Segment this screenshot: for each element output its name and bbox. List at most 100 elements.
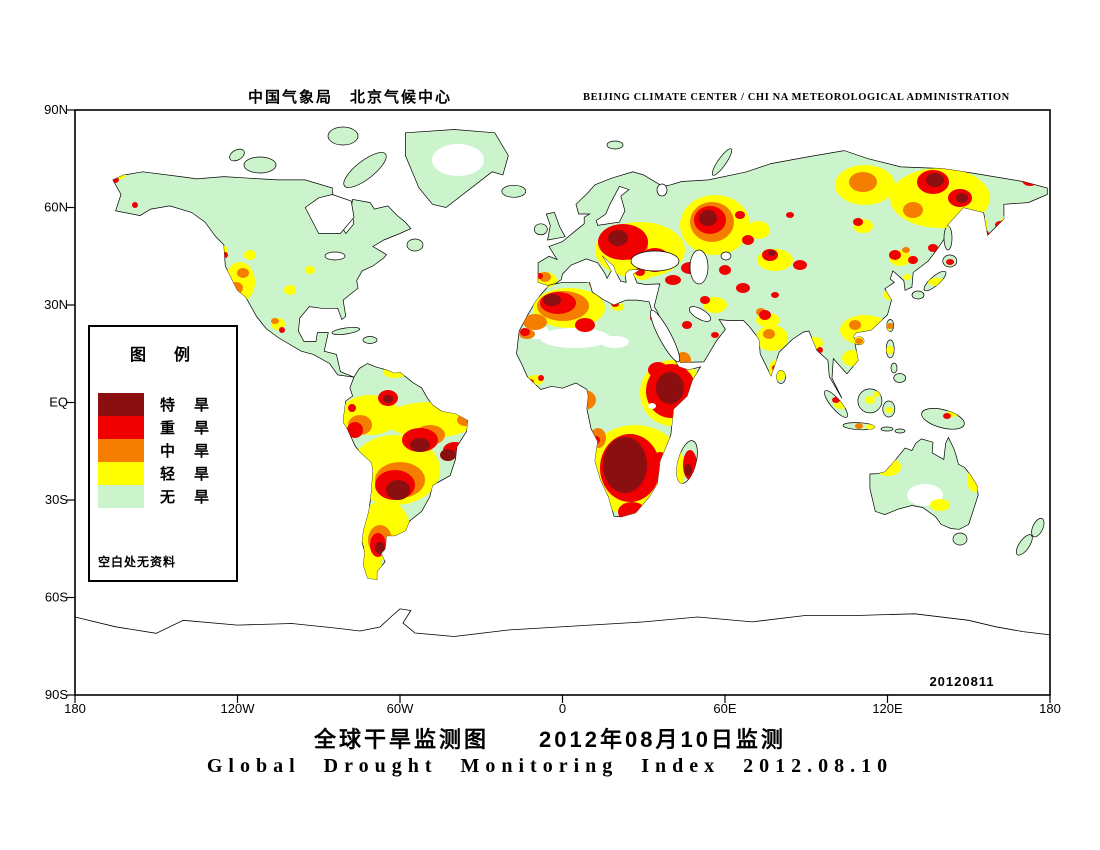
map-title-english: Global Drought Monitoring Index 2012.08.… <box>206 755 894 777</box>
drought-blob-r <box>541 185 549 191</box>
drought-blob-r <box>222 252 228 258</box>
legend-row: 轻 旱 <box>98 462 211 485</box>
legend-row: 特 旱 <box>98 393 211 416</box>
drought-blob-y <box>114 171 126 179</box>
drought-blob-d <box>684 464 692 476</box>
great-lakes <box>324 251 346 261</box>
drought-blob-y <box>865 396 875 404</box>
drought-blob-r <box>537 273 543 279</box>
drought-blob-y <box>510 197 530 213</box>
drought-blob-y <box>842 350 862 366</box>
drought-layer <box>112 144 1045 580</box>
lon-label-1: 120W <box>221 701 256 716</box>
legend-title: 图 例 <box>129 347 196 364</box>
drought-blob-y <box>305 266 315 274</box>
drought-blob-r <box>981 230 989 238</box>
baltic-sea <box>595 185 630 226</box>
lat-label-30N: 30N <box>44 297 68 312</box>
legend-row: 中 旱 <box>98 439 211 462</box>
drought-blob-y <box>284 285 296 295</box>
drought-blob-r <box>648 362 668 378</box>
lat-label-30S: 30S <box>45 492 68 507</box>
lat-label-90N: 90N <box>44 102 68 117</box>
drought-blob-o <box>523 314 547 330</box>
drought-blob-r <box>973 470 979 476</box>
drought-blob-y <box>244 250 256 260</box>
drought-blob-r <box>719 265 731 275</box>
drought-blob-o <box>902 247 910 253</box>
drought-blob-r <box>995 221 1005 229</box>
drought-blob-r <box>928 244 938 252</box>
australia <box>869 437 979 530</box>
drought-blob-d <box>608 230 628 246</box>
drought-blob-r <box>665 275 681 285</box>
drought-blob-o <box>903 202 923 218</box>
drought-blob-o <box>849 172 877 192</box>
drought-blob-d <box>375 542 385 554</box>
drought-blob-d <box>926 173 944 187</box>
lat-label-EQ: EQ <box>49 395 68 410</box>
drought-blob-o <box>849 320 861 330</box>
drought-blob-y <box>885 407 893 413</box>
drought-blob-r <box>229 291 237 297</box>
drought-blob-r <box>112 177 119 183</box>
drought-blob-y <box>930 499 950 511</box>
drought-blob-y <box>478 211 486 217</box>
legend-row: 重 旱 <box>98 416 211 439</box>
drought-blob-o <box>763 329 775 339</box>
drought-blob-r <box>772 365 778 371</box>
drought-blob-y <box>903 274 911 280</box>
hudson-bay <box>304 194 355 234</box>
black-sea <box>630 250 680 272</box>
drought-blob-y <box>866 424 876 430</box>
drought-blob-d <box>603 437 647 493</box>
legend-row: 无 旱 <box>98 485 211 508</box>
drought-blob-r <box>347 422 363 438</box>
drought-blob-r <box>589 279 597 287</box>
drought-blob-d <box>699 210 717 226</box>
drought-blob-r <box>853 218 863 226</box>
lat-label-60S: 60S <box>45 590 68 605</box>
drought-blob-y <box>883 290 897 300</box>
drought-blob-r <box>832 397 840 403</box>
legend-label-d: 特 旱 <box>160 397 212 414</box>
legend-label-y: 轻 旱 <box>160 466 212 483</box>
axis-ticks <box>67 109 1051 703</box>
lon-label-5: 120E <box>872 701 903 716</box>
world-map: 20120811 <box>74 126 1051 696</box>
map-date-stamp: 20120811 <box>929 674 994 689</box>
drought-blob-y <box>967 468 983 492</box>
drought-blob-r <box>618 502 646 522</box>
white-sea <box>656 183 668 197</box>
drought-blob-o <box>886 323 894 329</box>
drought-blob-d <box>543 294 561 306</box>
legend-swatch-o <box>98 439 144 462</box>
drought-blob-r <box>817 347 823 353</box>
drought-blob-r <box>538 375 544 381</box>
drought-blob-y <box>584 273 596 283</box>
drought-blob-y <box>769 359 787 381</box>
aral-sea <box>720 251 732 261</box>
drought-blob-o <box>572 390 596 410</box>
drought-blob-r <box>524 204 530 210</box>
drought-blob-d <box>956 193 968 203</box>
legend-label-r: 重 旱 <box>160 420 212 437</box>
header-chinese: 中国气象局 北京气候中心 <box>247 89 452 106</box>
persian-gulf <box>688 306 712 322</box>
drought-blob-y <box>225 262 255 302</box>
drought-blob-y <box>383 366 407 378</box>
lon-label-2: 60W <box>387 701 414 716</box>
drought-blob-y <box>1002 214 1018 226</box>
drought-blob-o <box>855 423 863 429</box>
drought-blob-r <box>520 328 530 336</box>
drought-blob-d <box>656 372 684 404</box>
drought-blob-y <box>886 346 894 354</box>
legend-swatch-r <box>98 416 144 439</box>
drought-blob-r <box>682 321 692 329</box>
drought-blob-r <box>786 212 794 218</box>
drought-blob-r <box>1022 174 1038 186</box>
drought-blob-y <box>746 221 770 239</box>
drought-blob-y <box>978 217 988 235</box>
